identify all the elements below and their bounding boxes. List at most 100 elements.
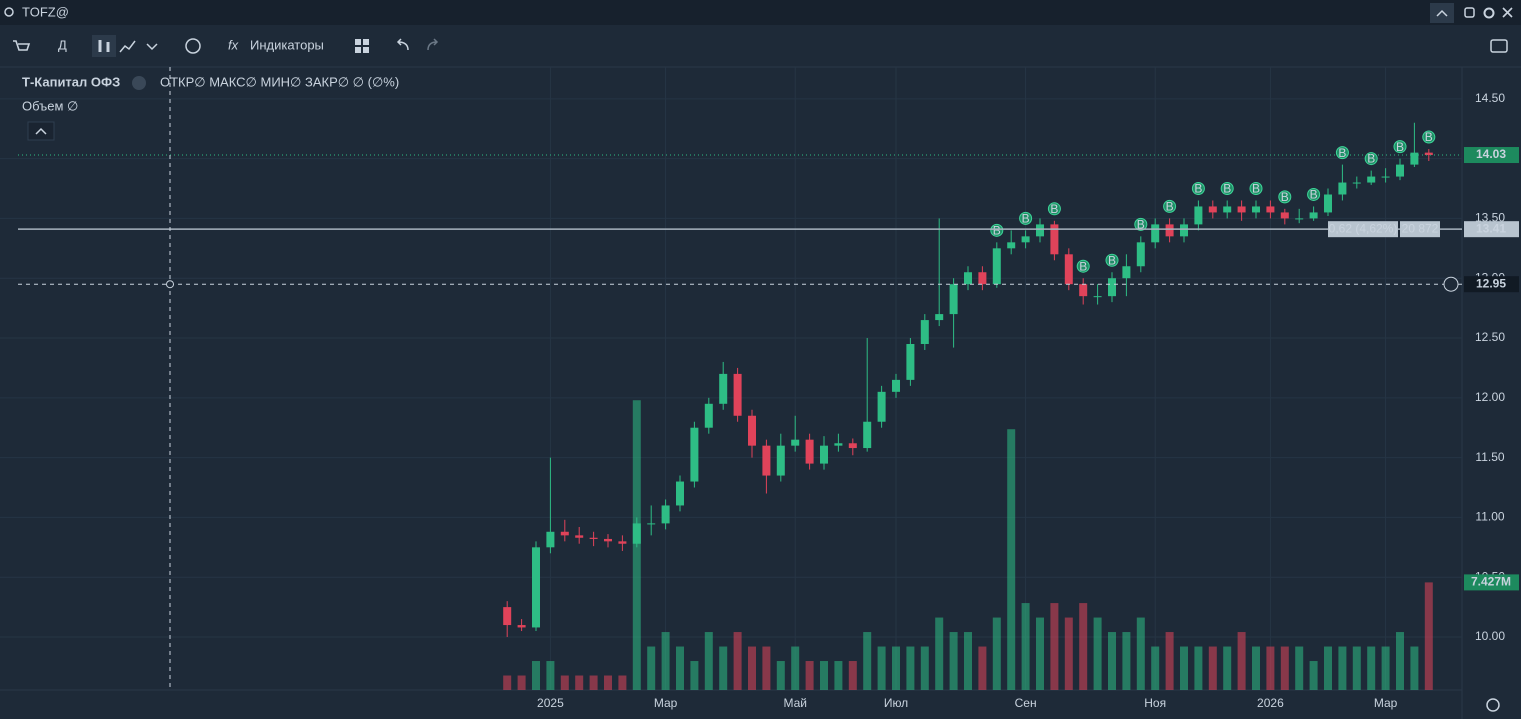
candle-body (834, 443, 843, 446)
volume-bar (892, 646, 900, 690)
trade-marker-label: B (1310, 188, 1318, 202)
ticker[interactable]: TOFZ@ (22, 4, 69, 19)
expand-icon (35, 127, 47, 135)
candles-button[interactable] (92, 35, 116, 57)
candle-body (589, 537, 598, 539)
trade-marker-label: B (1367, 152, 1375, 166)
layout-icon (355, 47, 361, 53)
layout-icon[interactable] (355, 39, 361, 45)
price-tag (1464, 221, 1519, 238)
volume-bar (848, 661, 857, 690)
volume-bar (733, 632, 742, 690)
candle-body (1180, 224, 1188, 237)
search-icon[interactable] (4, 7, 14, 17)
layout-icon (363, 39, 369, 45)
price-tag-label: 7.427M (1471, 575, 1511, 589)
candle-body (906, 343, 915, 380)
trade-marker-label: B (1050, 202, 1058, 216)
trade-marker (990, 223, 1004, 237)
trade-marker-label: B (1252, 182, 1260, 196)
add-button[interactable] (185, 38, 201, 54)
candle-body (1108, 278, 1116, 297)
axis-settings[interactable] (1486, 698, 1500, 712)
price-tag-label: 14.03 (1476, 147, 1506, 161)
volume-bar (1309, 661, 1318, 690)
volume-bar (920, 646, 929, 690)
volume-bar (762, 646, 771, 690)
undo-button[interactable] (396, 38, 409, 51)
volume-bar (748, 646, 756, 690)
volume-bar (719, 646, 728, 690)
trade-marker (1422, 130, 1436, 144)
candle-body (892, 379, 900, 392)
x-tick-label: 2026 (1257, 696, 1284, 710)
volume-bar (1007, 429, 1016, 690)
trade-marker-label: B (1194, 182, 1202, 196)
indicators-button[interactable]: Индикаторы (250, 37, 324, 52)
volume-bar (820, 661, 828, 690)
candle-body (776, 445, 785, 476)
volume-bar (1396, 632, 1404, 690)
y-tick-label: 11.50 (1475, 450, 1504, 464)
volume-bar (1093, 617, 1102, 690)
candles-icon (98, 40, 110, 52)
screenshot-button[interactable] (1490, 39, 1508, 53)
expand-button[interactable] (27, 121, 55, 141)
trade-marker-label: B (1281, 190, 1289, 204)
x-tick-label: Сен (1015, 696, 1037, 710)
candle-body (1237, 206, 1246, 213)
measure-box (1328, 221, 1398, 238)
settings-button[interactable] (1483, 7, 1495, 19)
candle-body (1252, 206, 1260, 213)
volume-bar (1424, 582, 1433, 690)
volume-bar (1324, 646, 1332, 690)
window-button[interactable] (1464, 7, 1475, 18)
volume-bar (704, 632, 713, 690)
chart-type-menu[interactable] (146, 43, 158, 51)
price-tag-label: 13.41 (1476, 221, 1506, 235)
trade-marker (1393, 140, 1407, 154)
volume-bar (1367, 646, 1376, 690)
interval[interactable]: Д (58, 37, 67, 52)
order-button[interactable] (13, 40, 31, 51)
ohlc-legend: ОТКР∅ МАКС∅ МИН∅ ЗАКР∅ ∅ (∅%) (160, 74, 399, 89)
volume-bar (532, 661, 540, 690)
trade-marker-label: B (1137, 218, 1145, 232)
trade-marker (1364, 152, 1378, 166)
x-tick-label: 2025 (537, 696, 564, 710)
volume-bar (1381, 646, 1390, 690)
close-button[interactable] (1502, 7, 1513, 18)
candle-body (1381, 176, 1390, 178)
candle-body (503, 607, 512, 626)
volume-bar (1266, 646, 1275, 690)
candle-body (949, 284, 958, 315)
volume-bar (1122, 632, 1131, 690)
y-tick-label: 14.50 (1475, 91, 1505, 105)
candle-body (1309, 212, 1318, 219)
candle-body (532, 547, 540, 628)
candle-body (546, 531, 555, 548)
candle-body (1136, 242, 1145, 267)
volume-bar (1194, 646, 1203, 690)
candle-body (632, 523, 641, 544)
candle-body (733, 373, 742, 416)
volume-bar (618, 675, 627, 690)
redo-button[interactable] (427, 38, 439, 51)
add-level-button[interactable] (1443, 276, 1459, 292)
volume-bar (1180, 646, 1188, 690)
price-tag (1464, 574, 1519, 591)
candle-body (517, 625, 526, 628)
y-tick-label: 11.00 (1475, 510, 1504, 524)
volume-bar (1064, 617, 1073, 690)
candle-body (762, 445, 771, 476)
trade-marker (1307, 187, 1321, 201)
candle-body (560, 531, 569, 536)
volume-bar (575, 675, 584, 690)
hide-button[interactable] (132, 76, 146, 90)
line-chart-button[interactable] (119, 40, 136, 53)
trade-marker (1105, 253, 1119, 267)
collapse-button[interactable] (1430, 3, 1454, 23)
candle-body (575, 535, 584, 538)
candle-body (964, 272, 972, 285)
x-tick-label: Май (783, 696, 807, 710)
